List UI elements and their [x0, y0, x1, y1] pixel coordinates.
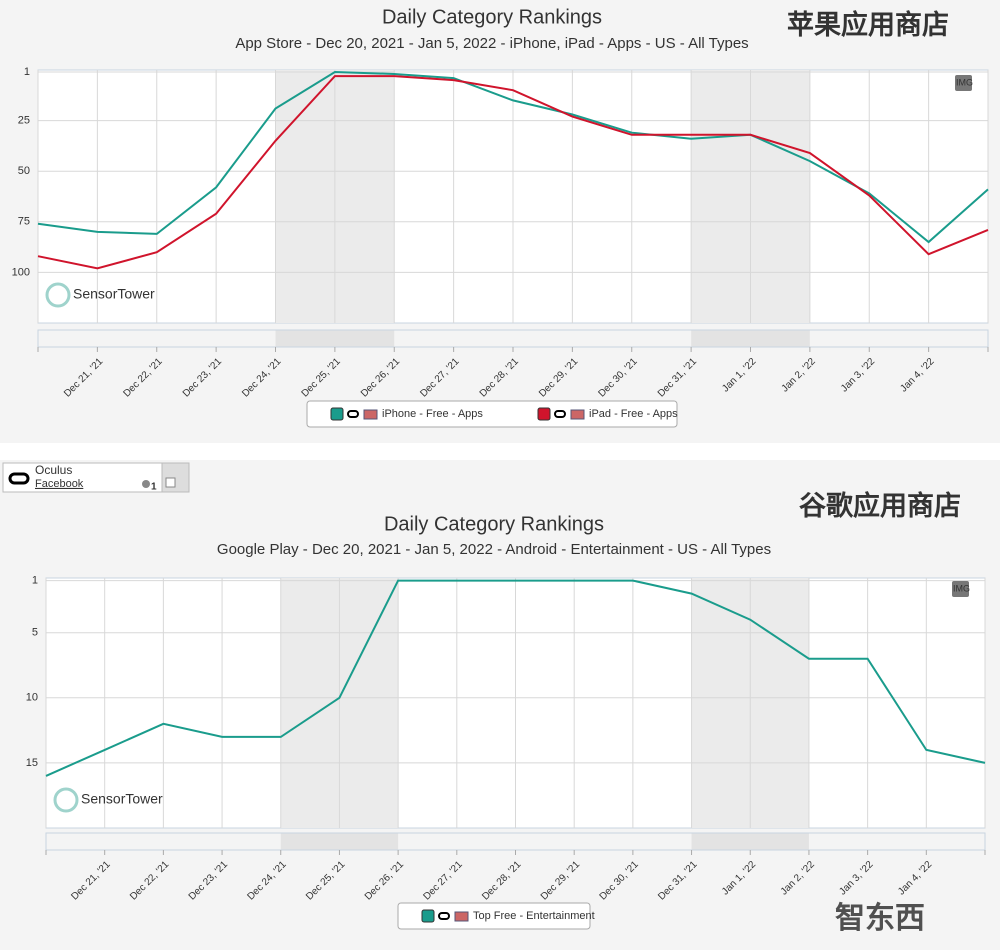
- series-line: [37, 75, 989, 270]
- watermark: SensorTower: [81, 791, 163, 807]
- app-count: 1: [151, 482, 157, 493]
- legend-flag: [454, 911, 469, 922]
- legend-label: iPad - Free - Apps: [589, 408, 678, 420]
- y-tick-label: 100: [12, 266, 30, 278]
- legend-swatch[interactable]: [421, 909, 435, 923]
- oculus-icon: [8, 472, 30, 485]
- img-button-label: IMG: [953, 583, 970, 593]
- selector-box: [2, 462, 163, 493]
- weekend-band: [691, 833, 809, 850]
- watermark: SensorTower: [73, 286, 155, 302]
- y-tick-label: 10: [26, 692, 38, 704]
- chart-subtitle: Google Play - Dec 20, 2021 - Jan 5, 2022…: [217, 541, 771, 558]
- series-line: [37, 70, 989, 244]
- watermark: 智东西: [835, 901, 925, 935]
- weekend-band: [691, 330, 810, 347]
- watermark-logo: [45, 282, 71, 308]
- chart-title: Daily Category Rankings: [382, 6, 602, 28]
- img-button[interactable]: [955, 75, 972, 91]
- series-line: [45, 579, 986, 777]
- legend-box: [306, 400, 678, 428]
- legend-icon: [347, 410, 359, 418]
- app-selector[interactable]: Oculus Facebook 1: [2, 462, 190, 493]
- legend-label: Top Free - Entertainment: [473, 910, 595, 922]
- y-tick-label: 50: [18, 165, 30, 177]
- legend-swatch[interactable]: [330, 407, 344, 421]
- weekend-band: [275, 330, 395, 347]
- app-name: Oculus: [35, 463, 72, 477]
- legend-icon: [554, 410, 566, 418]
- legend-flag: [363, 409, 378, 420]
- y-tick-label: 1: [32, 575, 38, 587]
- y-tick-label: 15: [26, 757, 38, 769]
- y-tick-label: 75: [18, 216, 30, 228]
- chart-annotation: 苹果应用商店: [787, 9, 949, 40]
- img-button[interactable]: [952, 581, 969, 597]
- legend-box: [397, 902, 591, 930]
- android-icon: [142, 480, 150, 488]
- legend-label: iPhone - Free - Apps: [382, 408, 483, 420]
- chart-title: Daily Category Rankings: [384, 513, 604, 535]
- legend-swatch[interactable]: [537, 407, 551, 421]
- y-tick-label: 1: [24, 66, 30, 78]
- chart-annotation: 谷歌应用商店: [799, 490, 961, 521]
- y-tick-label: 5: [32, 627, 38, 639]
- y-tick-label: 25: [18, 115, 30, 127]
- publisher-link[interactable]: Facebook: [35, 478, 84, 490]
- img-button-label: IMG: [956, 77, 973, 87]
- watermark-logo: [53, 787, 79, 813]
- checkbox[interactable]: [165, 477, 176, 488]
- legend-icon: [438, 912, 450, 920]
- legend-flag: [570, 409, 585, 420]
- chart-subtitle: App Store - Dec 20, 2021 - Jan 5, 2022 -…: [235, 35, 748, 52]
- weekend-band: [280, 833, 399, 850]
